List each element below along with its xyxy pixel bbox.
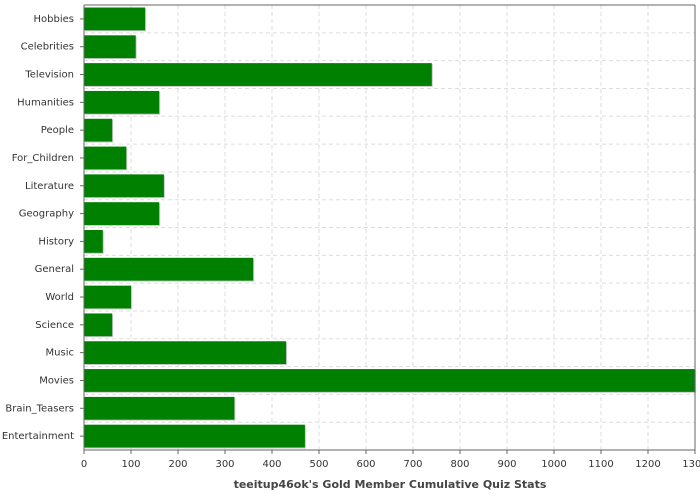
y-tick-label: Brain_Teasers — [5, 403, 74, 414]
bar — [84, 285, 131, 309]
bar — [84, 202, 160, 225]
y-tick-label: Hobbies — [34, 14, 74, 25]
y-tick-label: Geography — [19, 209, 74, 220]
x-tick-label: 500 — [309, 459, 328, 470]
bar — [84, 63, 432, 86]
y-tick-label: People — [41, 125, 74, 136]
y-tick-label: Movies — [39, 375, 74, 386]
bar — [84, 146, 127, 170]
y-tick-label: Music — [46, 348, 74, 359]
y-tick-label: General — [35, 264, 74, 275]
x-tick-label: 800 — [450, 459, 469, 470]
bar — [84, 424, 305, 448]
x-tick-label: 1300 — [682, 459, 700, 470]
y-tick-label: Television — [24, 70, 74, 81]
bar — [84, 313, 113, 337]
x-tick-label: 600 — [356, 459, 375, 470]
bar — [84, 257, 254, 281]
bar — [84, 7, 146, 31]
y-tick-label: Science — [35, 320, 74, 331]
y-tick-label: Humanities — [17, 97, 74, 108]
x-tick-label: 400 — [262, 459, 281, 470]
x-tick-label: 300 — [215, 459, 234, 470]
y-tick-label: Celebrities — [21, 42, 74, 53]
x-tick-label: 1100 — [588, 459, 613, 470]
y-tick-label: History — [38, 236, 74, 247]
y-tick-label: World — [45, 292, 74, 303]
y-tick-label: Entertainment — [2, 431, 74, 442]
x-tick-label: 1000 — [541, 459, 566, 470]
x-tick-label: 700 — [403, 459, 422, 470]
y-tick-label: Literature — [25, 181, 74, 192]
bar — [84, 118, 113, 142]
x-tick-label: 200 — [168, 459, 187, 470]
bar — [84, 369, 695, 392]
x-tick-label: 1200 — [635, 459, 660, 470]
x-axis-title: teeitup46ok's Gold Member Cumulative Qui… — [234, 478, 547, 491]
bar — [84, 396, 235, 420]
bar — [84, 341, 287, 365]
bar — [84, 230, 103, 253]
bar — [84, 90, 160, 114]
bar — [84, 35, 136, 59]
x-tick-label: 100 — [121, 459, 140, 470]
x-tick-label: 900 — [497, 459, 516, 470]
x-tick-label: 0 — [81, 459, 87, 470]
y-tick-label: For_Children — [12, 153, 74, 164]
bar — [84, 174, 164, 198]
